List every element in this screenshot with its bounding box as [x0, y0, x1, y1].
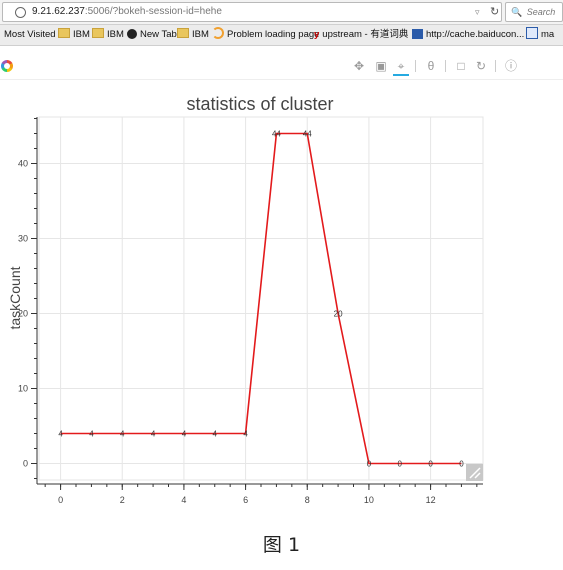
- box-zoom-icon[interactable]: ▣: [375, 59, 387, 73]
- bookmark-label: Problem loading page: [227, 29, 320, 40]
- pan-icon[interactable]: ✥: [353, 59, 365, 73]
- data-label: 4: [151, 430, 156, 439]
- globe-icon: [15, 7, 26, 18]
- toolbar-divider: [445, 60, 446, 72]
- data-label: 0: [459, 460, 464, 469]
- bookmark-label: IBM: [73, 29, 90, 40]
- data-label: 0: [398, 460, 403, 469]
- bookmark-label: Most Visited: [4, 29, 56, 40]
- search-placeholder: Search: [526, 7, 556, 17]
- resize-handle[interactable]: [466, 464, 483, 481]
- figure-caption: 图 1: [262, 534, 301, 556]
- folder-icon: [92, 28, 104, 38]
- url-path: :5006/?bokeh-session-id=hehe: [84, 6, 222, 17]
- data-label: 4: [89, 430, 94, 439]
- x-tick-label: 8: [305, 495, 310, 505]
- reload-icon[interactable]: ↻: [490, 6, 500, 18]
- folder-icon: [177, 28, 189, 38]
- reset-icon[interactable]: ↻: [475, 59, 487, 73]
- url-text: 9.21.62.237:5006/?bokeh-session-id=hehe: [32, 3, 222, 21]
- bokeh-logo: [1, 60, 13, 72]
- y-tick-label: 10: [18, 384, 28, 394]
- bookmark-baidu-cache[interactable]: http://cache.baiducon...: [412, 25, 524, 45]
- bookmark-label: IBM: [192, 29, 209, 40]
- bookmark-label: http://cache.baiducon...: [426, 29, 525, 40]
- line-chart[interactable]: statistics of cluster taskCount 0 2 4 6 8 10 1…: [0, 88, 500, 508]
- y-tick-label: 0: [23, 459, 28, 469]
- data-label: 4: [182, 430, 187, 439]
- bookmark-most-visited[interactable]: Most Visited: [4, 25, 56, 45]
- x-tick-label: 0: [58, 495, 63, 505]
- address-bar: 9.21.62.237:5006/?bokeh-session-id=hehe …: [0, 0, 563, 25]
- data-label: 44: [303, 130, 312, 139]
- dropdown-caret-icon[interactable]: ▿: [475, 7, 480, 17]
- data-label: 4: [213, 430, 218, 439]
- toolbar-divider: [415, 60, 416, 72]
- data-label: 4: [243, 430, 248, 439]
- data-label: 0: [428, 460, 433, 469]
- help-icon[interactable]: ⓘ: [504, 59, 517, 73]
- bookmark-label: upstream - 有道词典: [322, 29, 409, 40]
- github-icon: [127, 29, 137, 39]
- youdao-icon: y: [314, 29, 320, 40]
- bookmark-label: IBM: [107, 29, 124, 40]
- bookmark-label: New Tab: [140, 29, 177, 40]
- bookmark-upstream[interactable]: y upstream - 有道词典: [314, 25, 408, 45]
- paw-icon: [526, 27, 538, 39]
- y-tick-label: 30: [18, 234, 28, 244]
- data-label: 0: [367, 460, 372, 469]
- data-label: 4: [120, 430, 125, 439]
- data-label: 44: [272, 130, 281, 139]
- data-label: 4: [58, 430, 63, 439]
- bookmark-new-tab[interactable]: New Tab: [127, 25, 177, 45]
- loading-icon: [212, 27, 224, 39]
- y-tick-label: 40: [18, 159, 28, 169]
- search-input[interactable]: 🔍 Search: [505, 2, 563, 22]
- bookmark-ibm-2[interactable]: IBM: [92, 25, 124, 45]
- x-tick-label: 12: [426, 495, 436, 505]
- search-icon: 🔍: [511, 7, 523, 17]
- resize-icon[interactable]: ⌖: [393, 58, 409, 76]
- series-line: [60, 132, 462, 465]
- wheel-zoom-icon[interactable]: θ: [427, 59, 435, 73]
- toolbar-divider: [495, 60, 496, 72]
- data-label: 20: [334, 310, 343, 319]
- series-layer: [60, 132, 462, 465]
- x-tick-label: 10: [364, 495, 374, 505]
- bookmark-ma[interactable]: ma: [526, 25, 554, 45]
- bookmark-label: ma: [541, 29, 555, 40]
- y-axis-label: taskCount: [7, 266, 23, 329]
- header-divider: [0, 79, 563, 80]
- bookmark-problem-loading[interactable]: Problem loading page: [212, 25, 319, 45]
- x-tick-label: 2: [120, 495, 125, 505]
- bookmark-ibm-3[interactable]: IBM: [177, 25, 209, 45]
- url-field[interactable]: 9.21.62.237:5006/?bokeh-session-id=hehe …: [2, 2, 502, 22]
- save-icon[interactable]: □: [457, 59, 465, 73]
- bookmark-ibm-1[interactable]: IBM: [58, 25, 90, 45]
- chart-title: statistics of cluster: [186, 94, 333, 114]
- folder-icon: [58, 28, 70, 38]
- x-tick-label: 6: [243, 495, 248, 505]
- url-host: 9.21.62.237: [32, 6, 85, 17]
- plot-frame: [38, 116, 484, 481]
- baidu-icon: [412, 29, 423, 39]
- bookmarks-toolbar: Most Visited IBM IBM New Tab IBM Problem…: [0, 25, 563, 46]
- x-tick-label: 4: [181, 495, 186, 505]
- y-tick-label: 20: [18, 309, 28, 319]
